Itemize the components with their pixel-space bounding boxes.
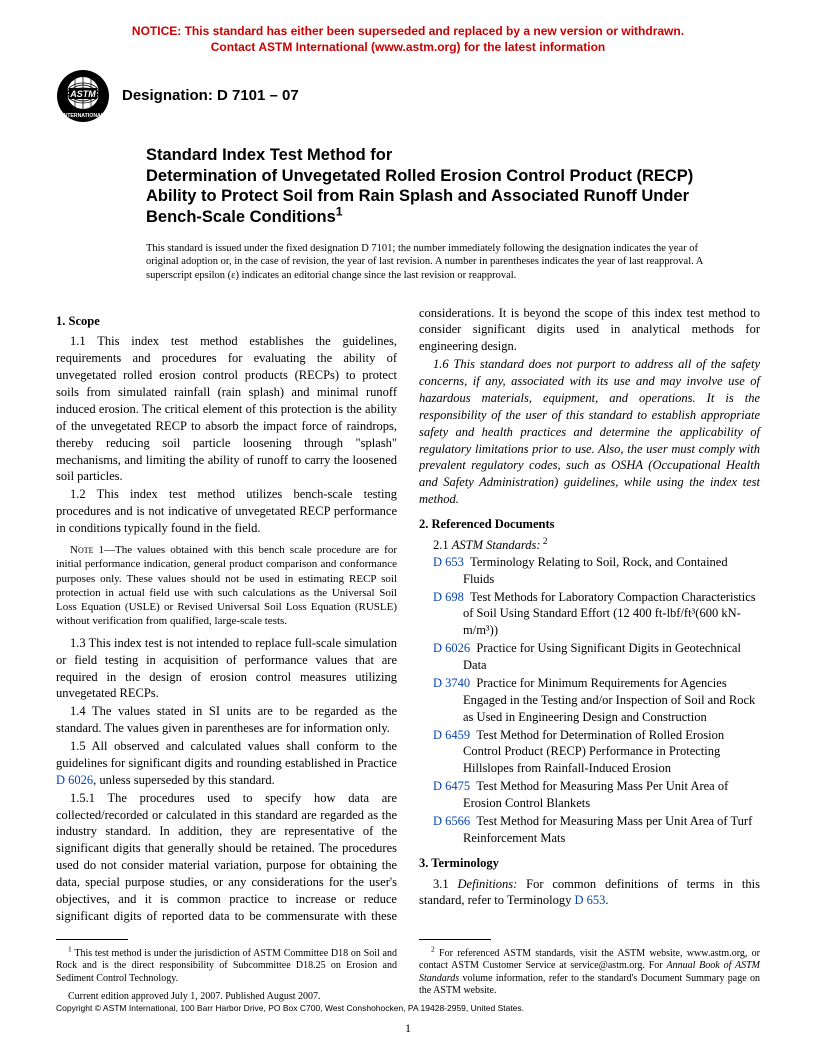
ref-link[interactable]: D 6475 [433,779,470,793]
footnote-1a: This test method is under the jurisdicti… [56,948,397,984]
refs-sub: 2.1 ASTM Standards: 2 [419,537,760,554]
issued-note: This standard is issued under the fixed … [146,242,730,283]
main-title: Standard Index Test Method for Determina… [146,145,730,228]
ref-link[interactable]: D 3740 [433,676,470,690]
para-1-2: 1.2 This index test method utilizes benc… [56,486,397,537]
astm-logo: ASTM INTERNATIONAL [56,69,110,123]
title-sup: 1 [336,205,343,219]
body-columns: 1. Scope 1.1 This index test method esta… [56,305,760,925]
header-row: ASTM INTERNATIONAL Designation: D 7101 –… [56,69,760,123]
para-1-1: 1.1 This index test method establishes t… [56,333,397,485]
footnote-1: 1 This test method is under the jurisdic… [56,942,397,986]
refs-sub-sup: 2 [541,537,548,547]
para-1-3: 1.3 This index test is not intended to r… [56,635,397,703]
ref-link[interactable]: D 6566 [433,814,470,828]
ref-text: Practice for Using Significant Digits in… [463,641,741,672]
ref-text: Test Methods for Laboratory Compaction C… [463,590,756,638]
page-number: 1 [0,1020,816,1036]
footnote-1-block: 1 This test method is under the jurisdic… [56,939,397,1004]
link-d6026[interactable]: D 6026 [56,773,93,787]
footnote-rule [56,939,128,940]
note-1: Note 1—The values obtained with this ben… [56,543,397,629]
footnote-rule [419,939,491,940]
refs-sub-italic: ASTM Standards: [452,538,541,552]
footnote-2b: volume information, refer to the standar… [419,973,760,997]
refs-head: 2. Referenced Documents [419,516,760,533]
ref-text: Terminology Relating to Soil, Rock, and … [463,555,728,586]
notice-banner: NOTICE: This standard has either been su… [56,24,760,55]
term-head: 3. Terminology [419,855,760,872]
note-label: Note [70,544,99,556]
para-3-1c: . [605,893,608,907]
footnote-2: 2 For referenced ASTM standards, visit t… [419,942,760,998]
para-1-5b: , unless superseded by this standard. [93,773,275,787]
ref-text: Test Method for Measuring Mass Per Unit … [463,779,728,810]
link-d653[interactable]: D 653 [574,893,605,907]
para-1-5a: 1.5 All observed and calculated values s… [56,739,397,770]
para-1-5: 1.5 All observed and calculated values s… [56,738,397,789]
title-rest: Determination of Unvegetated Rolled Eros… [146,167,693,226]
ref-text: Test Method for Measuring Mass per Unit … [463,814,752,845]
para-3-1a: 3.1 [433,877,458,891]
ref-item: D 653 Terminology Relating to Soil, Rock… [419,554,760,588]
ref-link[interactable]: D 698 [433,590,464,604]
ref-link[interactable]: D 653 [433,555,464,569]
para-3-1: 3.1 Definitions: For common definitions … [419,876,760,910]
ref-item: D 6475 Test Method for Measuring Mass Pe… [419,778,760,812]
ref-link[interactable]: D 6459 [433,728,470,742]
svg-text:INTERNATIONAL: INTERNATIONAL [62,113,105,119]
svg-text:ASTM: ASTM [69,89,96,99]
ref-item: D 6566 Test Method for Measuring Mass pe… [419,813,760,847]
para-3-1-italic: Definitions: [458,877,518,891]
title-line1: Standard Index Test Method for [146,146,392,164]
ref-text: Practice for Minimum Requirements for Ag… [463,676,755,724]
notice-line2: Contact ASTM International (www.astm.org… [211,40,605,54]
note-1-text: 1—The values obtained with this bench sc… [56,544,397,627]
scope-head: 1. Scope [56,313,397,330]
ref-item: D 6459 Test Method for Determination of … [419,727,760,778]
designation: Designation: D 7101 – 07 [122,86,299,106]
notice-line1: NOTICE: This standard has either been su… [132,24,684,38]
para-1-6: 1.6 This standard does not purport to ad… [419,356,760,508]
ref-item: D 6026 Practice for Using Significant Di… [419,640,760,674]
ref-link[interactable]: D 6026 [433,641,470,655]
ref-text: Test Method for Determination of Rolled … [463,728,724,776]
ref-item: D 698 Test Methods for Laboratory Compac… [419,589,760,640]
ref-item: D 3740 Practice for Minimum Requirements… [419,675,760,726]
copyright: Copyright © ASTM International, 100 Barr… [56,1003,524,1014]
footnotes: 1 This test method is under the jurisdic… [56,939,760,1004]
footnote-2-block: 2 For referenced ASTM standards, visit t… [419,939,760,998]
para-1-4: 1.4 The values stated in SI units are to… [56,703,397,737]
footnote-1b: Current edition approved July 1, 2007. P… [56,985,397,1004]
refs-sub-num: 2.1 [433,538,452,552]
